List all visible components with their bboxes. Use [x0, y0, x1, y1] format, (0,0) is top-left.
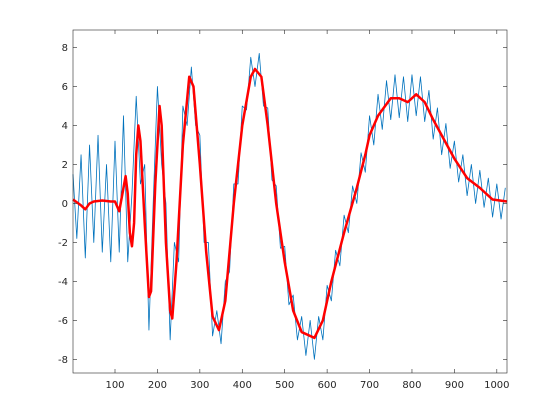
plot-area: [73, 30, 507, 373]
y-tick-label: -6: [58, 316, 68, 327]
x-tick-label: 200: [148, 380, 167, 391]
y-tick-label: 2: [62, 160, 68, 171]
x-tick-label: 600: [318, 380, 337, 391]
x-tick-label: 800: [402, 380, 421, 391]
y-tick-label: 8: [62, 43, 68, 54]
y-tick-label: -2: [58, 238, 68, 249]
x-tick-label: 100: [105, 380, 124, 391]
x-tick-label: 900: [445, 380, 464, 391]
x-tick-label: 400: [233, 380, 252, 391]
x-tick-label: 1000: [484, 380, 509, 391]
y-tick-label: -4: [58, 277, 68, 288]
y-tick-label: -8: [58, 355, 68, 366]
y-tick-label: 6: [62, 82, 68, 93]
y-tick-label: 0: [62, 199, 68, 210]
x-tick-label: 700: [360, 380, 379, 391]
x-tick-label: 300: [190, 380, 209, 391]
data-line: [72, 67, 508, 340]
axes-box: [72, 29, 508, 374]
y-tick-label: 4: [62, 121, 68, 132]
data-line: [72, 52, 506, 360]
x-tick-label: 500: [275, 380, 294, 391]
